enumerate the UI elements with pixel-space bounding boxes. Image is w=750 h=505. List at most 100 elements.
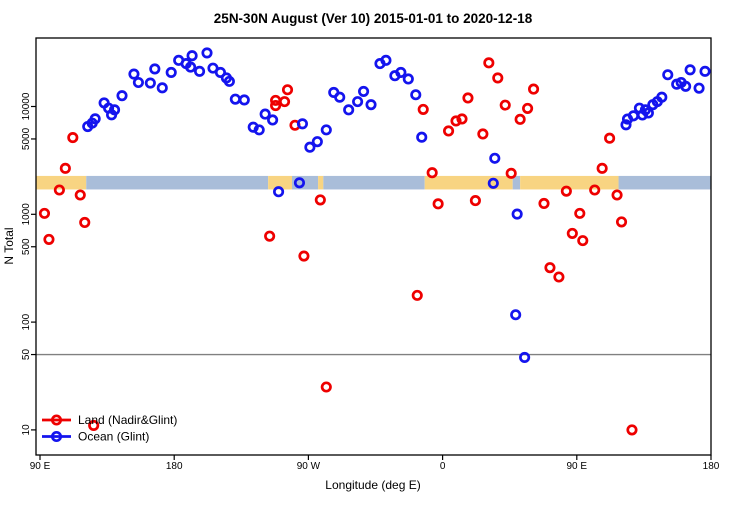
x-axis-label: Longitude (deg E) <box>325 478 420 492</box>
land-data-point <box>560 185 572 197</box>
y-tick-label: 10 <box>21 424 32 436</box>
land-data-point <box>604 132 616 144</box>
land-data-point <box>544 262 556 274</box>
ocean-data-point <box>311 136 323 148</box>
ocean-data-point <box>165 66 177 78</box>
land-data-point <box>314 194 326 206</box>
ocean-data-point <box>636 109 648 121</box>
land-data-point <box>538 197 550 210</box>
land-data-point <box>88 419 100 431</box>
land-data-point <box>59 162 71 174</box>
ocean-data-point <box>684 64 696 76</box>
land-data-point <box>499 99 511 111</box>
legend-label-land: Land (Nadir&Glint) <box>78 413 177 427</box>
map-band-ocean-segment <box>86 175 269 190</box>
map-band-land-segment <box>318 175 324 190</box>
land-data-point <box>426 167 438 179</box>
land-data-point <box>626 424 638 436</box>
ocean-data-point <box>511 208 523 220</box>
y-axis-label: N Total <box>2 227 16 264</box>
x-tick-label: 90 E <box>30 461 51 472</box>
ocean-data-point <box>273 186 285 198</box>
land-data-point <box>469 195 481 207</box>
ocean-data-point <box>416 131 428 143</box>
land-data-point <box>298 250 310 262</box>
land-data-point <box>596 162 608 174</box>
ocean-data-point <box>699 65 711 77</box>
ocean-data-point <box>487 177 499 189</box>
ocean-data-point <box>128 68 140 80</box>
ocean-data-point <box>186 50 198 62</box>
y-tick-label: 1000 <box>21 203 32 226</box>
map-band-ocean-segment <box>618 175 711 190</box>
y-tick-label: 50 <box>21 349 32 361</box>
land-data-point <box>79 216 91 229</box>
map-band-ocean-segment <box>323 175 425 190</box>
y-tick-label: 5000 <box>21 127 32 150</box>
land-data-point <box>264 230 276 242</box>
land-data-point <box>589 184 601 196</box>
ocean-data-point <box>116 90 128 102</box>
y-tick-label: 10000 <box>21 92 32 120</box>
land-data-point <box>443 125 455 137</box>
land-data-point <box>566 227 578 239</box>
ocean-data-point <box>519 351 531 363</box>
legend-symbol-ocean <box>50 430 63 443</box>
ocean-data-point <box>293 177 306 189</box>
ocean-data-point <box>144 77 156 89</box>
legend-label-ocean: Ocean (Glint) <box>78 430 149 444</box>
land-data-point <box>492 72 504 84</box>
ocean-data-point <box>253 124 265 136</box>
land-data-point <box>281 84 294 96</box>
ocean-data-point <box>259 108 271 120</box>
ocean-data-point <box>201 47 213 59</box>
land-data-point <box>456 113 468 125</box>
ocean-data-point <box>627 110 640 122</box>
ocean-data-point <box>510 309 522 321</box>
land-data-point <box>53 184 65 196</box>
x-tick-label: 0 <box>440 461 446 472</box>
land-data-point <box>43 233 55 245</box>
ocean-data-point <box>642 107 654 119</box>
ocean-data-point <box>106 109 118 121</box>
map-band-land-segment <box>36 175 87 190</box>
ocean-data-point <box>693 82 705 94</box>
y-tick-label: 100 <box>21 313 32 330</box>
x-tick-label: 180 <box>703 461 720 472</box>
land-data-point <box>74 189 86 201</box>
ocean-data-point <box>365 99 377 111</box>
ocean-data-point <box>185 61 197 73</box>
ocean-data-point <box>296 118 308 130</box>
x-tick-label: 90 E <box>567 461 588 472</box>
y-tick-label: 500 <box>21 238 32 255</box>
x-tick-label: 180 <box>166 461 183 472</box>
land-data-point <box>411 289 423 301</box>
ocean-data-point <box>334 91 346 103</box>
ocean-data-point <box>229 93 241 105</box>
ocean-data-point <box>320 124 332 136</box>
land-data-point <box>38 207 51 219</box>
ocean-data-point <box>343 104 355 116</box>
land-data-point <box>553 271 565 283</box>
ocean-data-point <box>304 141 316 153</box>
land-data-point <box>611 189 623 201</box>
ocean-data-point <box>380 54 392 66</box>
land-data-point <box>522 102 534 114</box>
land-data-point <box>528 83 540 95</box>
ocean-data-point <box>656 91 668 103</box>
land-data-point <box>574 207 586 219</box>
land-data-point <box>270 100 282 112</box>
ocean-data-point <box>238 94 250 106</box>
ocean-data-point <box>193 65 206 77</box>
land-data-point <box>67 132 79 144</box>
land-data-point <box>278 96 291 108</box>
ocean-data-point <box>358 85 370 97</box>
ocean-data-point <box>402 73 414 85</box>
ocean-data-point <box>489 152 501 164</box>
ocean-data-point <box>132 76 144 89</box>
x-tick-label: 90 W <box>297 461 321 472</box>
land-data-point <box>615 216 628 228</box>
ocean-data-point <box>662 69 674 81</box>
map-band-land-segment <box>268 175 292 190</box>
